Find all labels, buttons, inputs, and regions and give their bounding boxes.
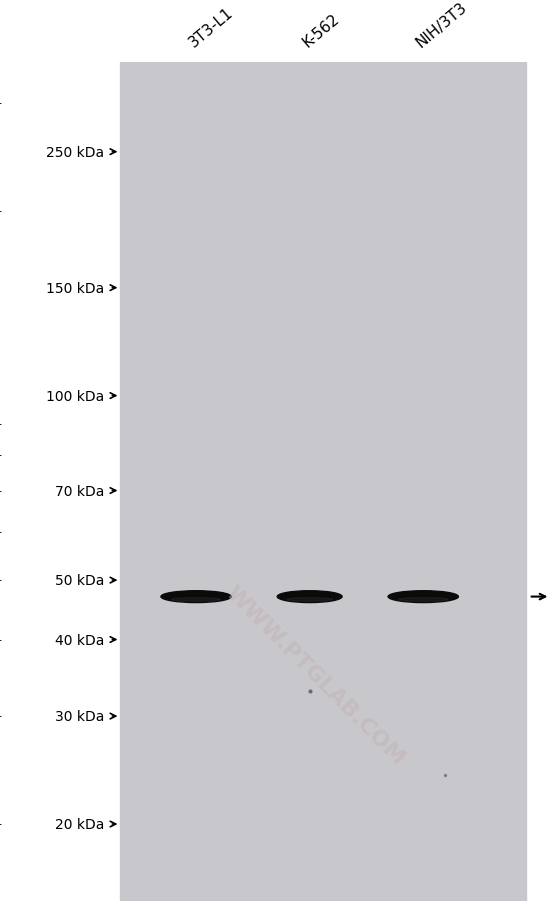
Text: 50 kDa: 50 kDa	[55, 574, 104, 587]
Ellipse shape	[287, 598, 332, 602]
Text: K-562: K-562	[300, 11, 343, 50]
Text: 70 kDa: 70 kDa	[55, 484, 104, 498]
Text: 3T3-L1: 3T3-L1	[186, 5, 236, 50]
Text: 30 kDa: 30 kDa	[55, 709, 104, 723]
Bar	[120, 63, 526, 900]
Ellipse shape	[172, 598, 221, 602]
Text: 150 kDa: 150 kDa	[46, 281, 104, 295]
Text: 20 kDa: 20 kDa	[55, 817, 104, 831]
Ellipse shape	[161, 591, 231, 603]
Ellipse shape	[399, 598, 448, 602]
Text: 250 kDa: 250 kDa	[46, 145, 104, 160]
Bar	[2, 63, 120, 900]
Text: WWW.PTGLAB.COM: WWW.PTGLAB.COM	[222, 582, 409, 769]
Text: 40 kDa: 40 kDa	[55, 633, 104, 647]
Text: 100 kDa: 100 kDa	[46, 389, 104, 403]
Ellipse shape	[277, 591, 342, 603]
Text: NIH/3T3: NIH/3T3	[414, 0, 470, 50]
Ellipse shape	[388, 591, 458, 603]
